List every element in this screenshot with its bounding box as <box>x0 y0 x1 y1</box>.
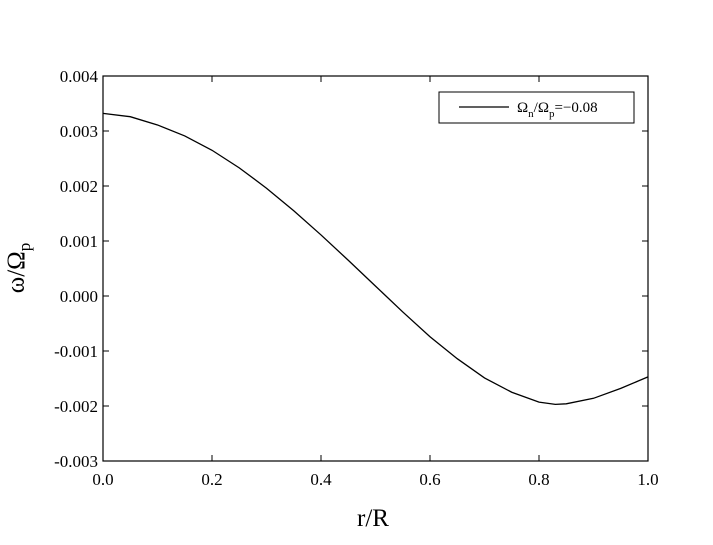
legend-label: Ωn/Ωp=−0.08 <box>517 100 598 120</box>
x-tick-label: 1.0 <box>637 470 658 489</box>
legend-label-part: /Ω <box>534 100 549 116</box>
plot-frame <box>102 75 649 462</box>
data-line <box>102 112 649 406</box>
x-tick-label: 0.8 <box>528 470 549 489</box>
y-label-main: ω/Ω <box>3 251 30 293</box>
y-axis-label: ω/Ωp <box>3 243 34 293</box>
y-tick-label: 0.001 <box>60 232 98 251</box>
y-tick-label: -0.001 <box>54 342 98 361</box>
legend-label-part: n <box>528 108 534 120</box>
y-tick-label: 0.002 <box>60 177 98 196</box>
legend-label-part: Ω <box>517 100 528 116</box>
legend-label-part: =−0.08 <box>554 100 597 116</box>
legend-label-part: p <box>549 108 555 120</box>
x-tick-label: 0.2 <box>201 470 222 489</box>
x-tick-label: 0.4 <box>310 470 332 489</box>
y-tick-label: 0.000 <box>60 287 98 306</box>
x-axis-label: r/R <box>357 505 389 532</box>
y-label-sub: p <box>15 243 34 252</box>
y-tick-label: 0.004 <box>60 67 99 86</box>
x-tick-label: 0.6 <box>419 470 440 489</box>
y-tick-label: -0.002 <box>54 397 98 416</box>
y-axis-label-text: ω/Ωp <box>3 243 34 293</box>
x-tick-label: 0.0 <box>92 470 113 489</box>
y-tick-label: -0.003 <box>54 452 98 471</box>
y-tick-label: 0.003 <box>60 122 98 141</box>
